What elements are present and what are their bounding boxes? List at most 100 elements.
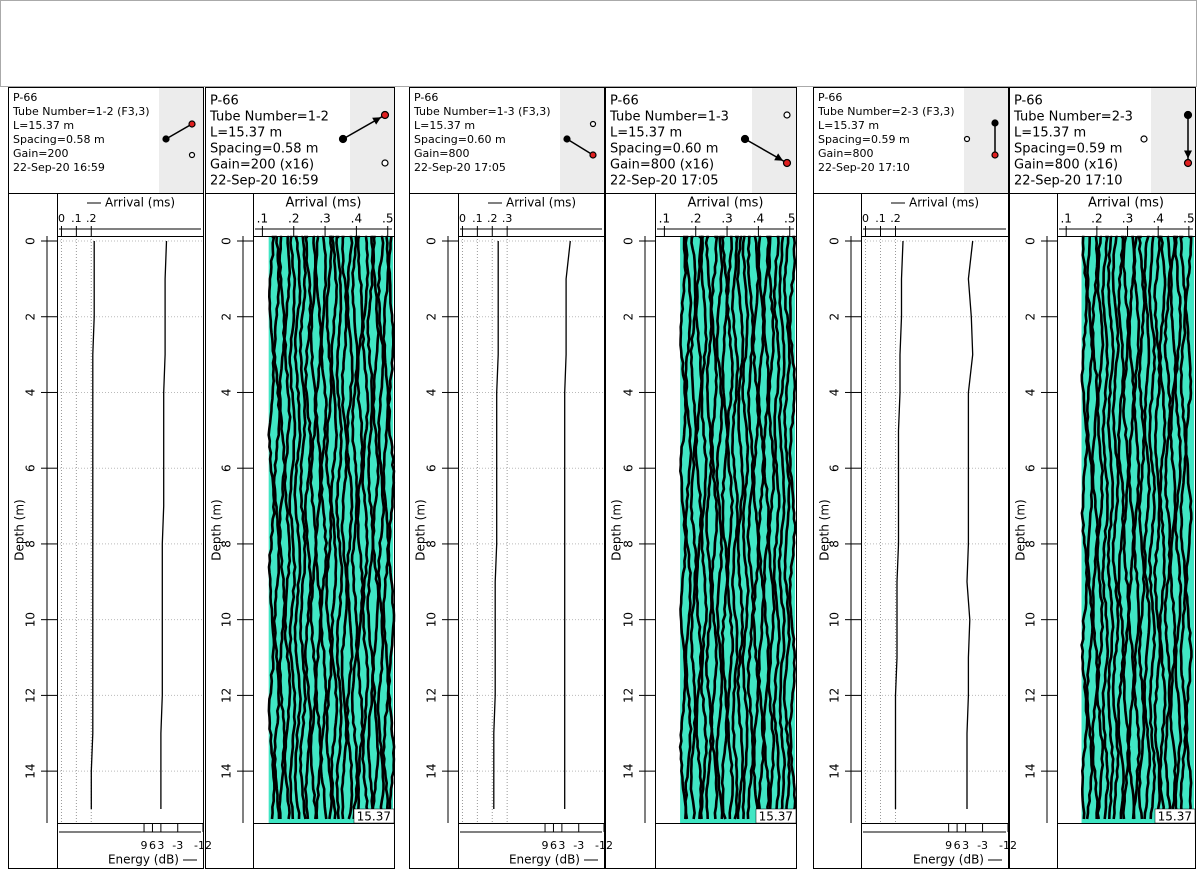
x-tick-label: .5 xyxy=(784,212,795,226)
x-axis-label: Arrival (ms) xyxy=(909,196,979,210)
y-tick-label: 6 xyxy=(24,464,38,472)
data-line xyxy=(967,241,973,809)
x2-tick-label: 3 xyxy=(962,839,969,852)
y-tick-label: 14 xyxy=(622,763,636,778)
x-tick-label: .3 xyxy=(1122,212,1133,226)
x-tick-label: .2 xyxy=(487,212,498,225)
header-line: L=15.37 m xyxy=(818,119,879,132)
y-tick-label: 0 xyxy=(220,237,234,245)
header-line: L=15.37 m xyxy=(610,126,682,141)
header-line: Tube Number=1-2 (F3,3) xyxy=(12,105,150,118)
x2-tick-label: -12 xyxy=(194,839,212,852)
y-tick-label: 0 xyxy=(828,237,842,245)
header-line: Gain=800 xyxy=(818,147,874,160)
y-tick-label: 10 xyxy=(622,612,636,627)
y-tick-label: 4 xyxy=(828,389,842,397)
x-tick-label: .2 xyxy=(890,212,901,225)
depth-end-label: 15.37 xyxy=(357,810,391,824)
y-tick-label: 6 xyxy=(1024,464,1038,472)
y-tick-label: 14 xyxy=(425,763,439,778)
x2-tick-label: -3 xyxy=(977,839,988,852)
header-line: L=15.37 m xyxy=(13,119,74,132)
data-line xyxy=(896,241,904,809)
header-line: 22-Sep-20 16:59 xyxy=(210,174,319,189)
x2-tick-label: -3 xyxy=(172,839,183,852)
log-panel: P-66Tube Number=1-3 (F3,3)L=15.37 mSpaci… xyxy=(410,88,613,869)
y-tick-label: 2 xyxy=(425,313,439,321)
header-line: L=15.37 m xyxy=(414,119,475,132)
footer-box xyxy=(1058,824,1196,869)
y-axis-label: Depth (m) xyxy=(210,499,224,560)
header-line: 22-Sep-20 17:10 xyxy=(818,161,910,174)
x-tick-label: .1 xyxy=(472,212,483,225)
tube-diagram-box xyxy=(964,88,1008,193)
x-tick-label: .5 xyxy=(1183,212,1194,226)
x-tick-label: .1 xyxy=(875,212,886,225)
y-tick-label: 8 xyxy=(1024,540,1038,548)
top-box xyxy=(1,1,1197,87)
y-tick-label: 2 xyxy=(828,313,842,321)
tube-dot xyxy=(591,122,596,127)
tube-dot xyxy=(590,152,596,158)
header-line: L=15.37 m xyxy=(210,126,282,141)
y-tick-label: 6 xyxy=(622,464,636,472)
data-line xyxy=(161,241,167,809)
tube-dot xyxy=(965,137,970,142)
y-tick-label: 12 xyxy=(622,688,636,703)
header-line: P-66 xyxy=(13,91,37,104)
header-line: Gain=200 (x16) xyxy=(210,158,314,173)
y-axis-label: Depth (m) xyxy=(13,499,27,560)
y-tick-label: 6 xyxy=(220,464,234,472)
x-tick-label: .5 xyxy=(382,212,393,226)
header-line: Spacing=0.60 m xyxy=(414,133,506,146)
header-line: Gain=800 (x16) xyxy=(1014,158,1118,173)
y-tick-label: 12 xyxy=(24,688,38,703)
tube-dot xyxy=(992,152,998,158)
plot-frame xyxy=(459,237,605,824)
y-tick-label: 10 xyxy=(425,612,439,627)
x-tick-label: 0 xyxy=(862,212,869,225)
y-tick-label: 0 xyxy=(622,237,636,245)
x-tick-label: .3 xyxy=(721,212,732,226)
y-axis-label: Depth (m) xyxy=(1014,499,1028,560)
header-line: Spacing=0.60 m xyxy=(610,142,718,157)
header-line: 22-Sep-20 17:05 xyxy=(414,161,506,174)
y-tick-label: 10 xyxy=(220,612,234,627)
y-tick-label: 14 xyxy=(828,763,842,778)
y-tick-label: 10 xyxy=(24,612,38,627)
x-tick-label: .3 xyxy=(502,212,513,225)
x-tick-label: .1 xyxy=(1060,212,1071,226)
x-tick-label: .2 xyxy=(690,212,701,226)
y-tick-label: 8 xyxy=(622,540,636,548)
depth-end-label: 15.37 xyxy=(759,810,793,824)
y-tick-label: 8 xyxy=(425,540,439,548)
tube-dot xyxy=(189,121,195,127)
y-tick-label: 2 xyxy=(24,313,38,321)
log-report: P-66Tube Number=1-2 (F3,3)L=15.37 mSpaci… xyxy=(0,0,1197,870)
y-tick-label: 4 xyxy=(24,389,38,397)
y-tick-label: 14 xyxy=(1024,763,1038,778)
tube-dot xyxy=(784,160,791,167)
log-panel: P-66Tube Number=1-2L=15.37 mSpacing=0.58… xyxy=(206,88,395,869)
plot-frame xyxy=(58,237,204,824)
header-line: P-66 xyxy=(610,94,639,109)
x2-tick-label: -3 xyxy=(573,839,584,852)
x2-tick-label: 9 xyxy=(945,839,952,852)
header-line: P-66 xyxy=(414,91,438,104)
tube-dot xyxy=(190,153,195,158)
y-tick-label: 8 xyxy=(828,540,842,548)
y-tick-label: 12 xyxy=(1024,688,1038,703)
tube-dot xyxy=(382,160,388,166)
log-panel: P-66Tube Number=2-3 (F3,3)L=15.37 mSpaci… xyxy=(814,88,1017,869)
y-tick-label: 8 xyxy=(24,540,38,548)
header-line: Tube Number=1-2 xyxy=(209,110,329,125)
header-line: 22-Sep-20 17:10 xyxy=(1014,174,1123,189)
tube-dot xyxy=(564,136,570,142)
x2-axis-label: Energy (dB) xyxy=(509,853,580,867)
x-axis-label: Arrival (ms) xyxy=(1088,196,1164,211)
tube-dot xyxy=(784,112,790,118)
x-tick-label: .3 xyxy=(319,212,330,226)
tube-dot xyxy=(382,112,389,119)
tube-dot xyxy=(1141,136,1147,142)
